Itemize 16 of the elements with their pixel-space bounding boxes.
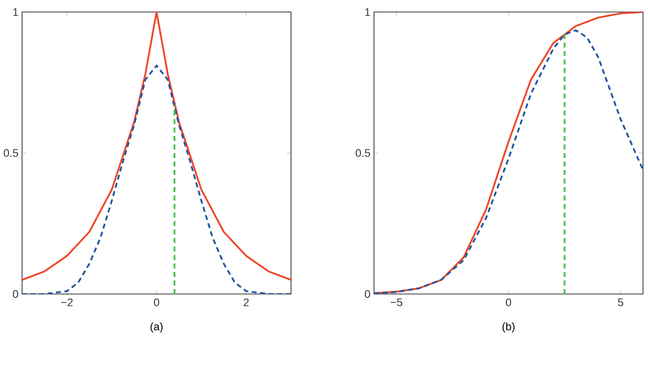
y-tick-label: 1: [365, 8, 370, 16]
x-tick-label: 0: [154, 298, 160, 306]
x-tick-label: 0: [506, 298, 512, 306]
line-series: [22, 12, 292, 281]
x-tick-label: −2: [61, 298, 73, 306]
x-tick-label: −5: [390, 298, 402, 306]
text: (a): [150, 322, 163, 333]
y-tick-label: 0: [364, 290, 370, 298]
x-tick-label: 5: [618, 298, 624, 306]
y-tick-label: 0.5: [4, 149, 18, 157]
y-tick-label: 0: [12, 290, 18, 298]
y-tick-label: 0.5: [356, 149, 370, 157]
y-tick-label: 1: [13, 8, 18, 16]
x-tick-label: 2: [244, 298, 249, 306]
text: (b): [502, 322, 515, 333]
line-series: [22, 64, 292, 294]
